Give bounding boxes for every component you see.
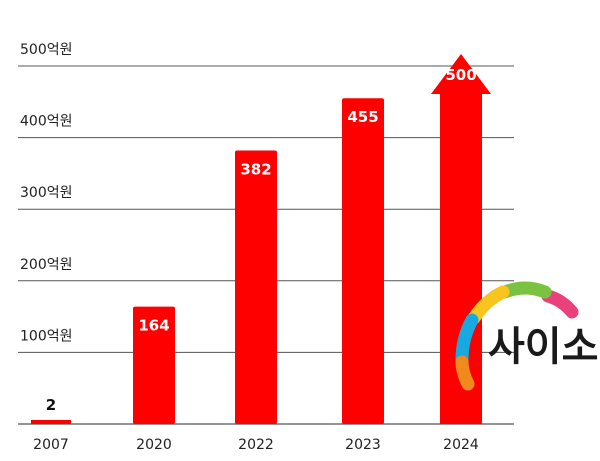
bar-2020 xyxy=(133,306,175,424)
x-axis-labels: 2007 2020 2022 2023 2024 xyxy=(33,437,479,453)
bar-2023 xyxy=(342,98,384,424)
saiso-logo: 사이소 xyxy=(455,281,598,391)
y-tick-label: 500억원 xyxy=(20,42,72,58)
value-label: 382 xyxy=(240,160,271,178)
x-tick-label: 2020 xyxy=(136,437,172,453)
value-label: 2 xyxy=(46,396,56,414)
bars: 2 164 382 455 500 xyxy=(31,54,491,424)
bar-2022 xyxy=(235,150,277,424)
logo-arc-pink xyxy=(541,289,579,319)
logo-text: 사이소 xyxy=(488,324,598,370)
value-label: 455 xyxy=(347,108,378,126)
y-axis-labels: 100억원 200억원 300억원 400억원 500억원 xyxy=(20,42,72,344)
y-tick-label: 200억원 xyxy=(20,257,72,273)
value-label: 164 xyxy=(138,317,169,335)
x-tick-label: 2007 xyxy=(33,437,69,453)
x-tick-label: 2023 xyxy=(345,437,381,453)
logo-arc-orange xyxy=(455,355,475,391)
x-tick-label: 2024 xyxy=(443,437,479,453)
logo-arc-green xyxy=(498,281,552,299)
bar-2024 xyxy=(431,54,491,424)
y-tick-label: 100억원 xyxy=(20,328,72,344)
x-tick-label: 2022 xyxy=(238,437,274,453)
value-label: 500 xyxy=(445,66,476,84)
y-tick-label: 300억원 xyxy=(20,185,72,201)
y-tick-label: 400억원 xyxy=(20,114,72,130)
bar-2007 xyxy=(31,420,71,424)
